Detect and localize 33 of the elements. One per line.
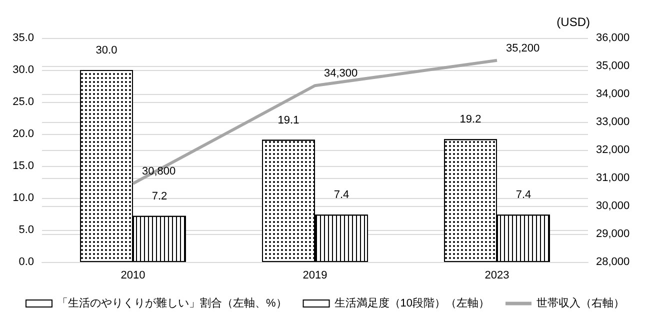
data-label: 7.4 [334, 189, 350, 202]
data-label: 35,200 [506, 42, 540, 54]
data-label: 19.2 [460, 114, 482, 126]
y-tick-label: 10.0 [12, 192, 34, 204]
y-tick-label: 30.0 [12, 64, 34, 76]
y2-tick-label: 30,000 [596, 200, 630, 212]
y2-tick-label: 31,000 [596, 172, 630, 184]
y-tick-label: 0.0 [18, 256, 34, 268]
y-tick-label: 20.0 [12, 128, 34, 140]
y2-tick-label: 32,000 [596, 144, 630, 156]
legend-label: 生活満足度（10段階）（左軸） [334, 296, 490, 310]
x-tick-label: 2010 [120, 270, 146, 282]
y2-tick-label: 29,000 [596, 228, 630, 240]
y2-tick-label: 36,000 [596, 32, 630, 44]
y-tick-label: 5.0 [18, 224, 34, 236]
y-tick-label: 15.0 [12, 160, 34, 172]
data-label: 34,300 [324, 68, 358, 80]
x-tick-label: 2023 [484, 270, 510, 282]
data-label: 7.2 [152, 190, 168, 202]
data-label: 30.0 [96, 44, 118, 56]
y2-axis-title: (USD) [556, 15, 590, 29]
y2-tick-label: 34,000 [596, 88, 630, 100]
data-label: 30,800 [142, 166, 176, 178]
data-label: 7.4 [516, 189, 532, 202]
y-tick-label: 25.0 [12, 96, 34, 108]
y2-tick-label: 28,000 [596, 256, 630, 268]
y2-tick-label: 33,000 [596, 116, 630, 128]
legend-label: 「生活のやりくりが難しい」割合（左軸、%） [56, 296, 287, 310]
x-tick-label: 2019 [302, 270, 328, 282]
y2-tick-label: 35,000 [596, 60, 630, 72]
y-tick-label: 35.0 [12, 32, 34, 44]
legend-label: 世帯収入（右軸） [536, 296, 625, 310]
data-label: 19.1 [278, 114, 300, 126]
